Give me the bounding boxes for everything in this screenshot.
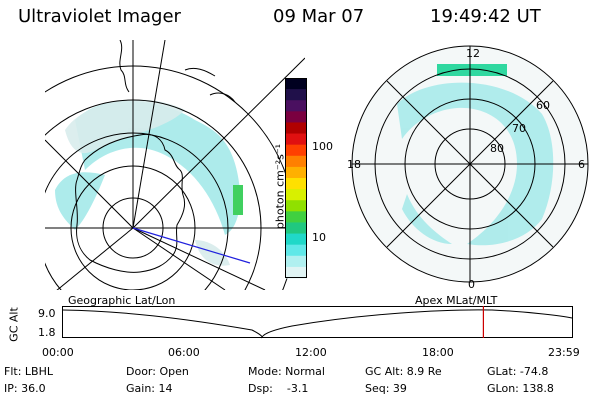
orbit-track <box>132 227 251 264</box>
colorbar-swatch <box>285 144 307 157</box>
aurora-speckle <box>65 99 230 266</box>
timeline-xtick-3: 18:00 <box>422 346 454 359</box>
altitude-timeline <box>62 306 573 339</box>
colorbar-swatch <box>285 122 307 135</box>
timeline-xtick-0: 00:00 <box>42 346 74 359</box>
colorbar <box>285 78 307 279</box>
colorbar-tick-10: 10 <box>312 231 326 244</box>
filter-info: Flt: LBHL <box>4 365 53 378</box>
coastline-detail <box>119 40 236 103</box>
polar-label-18: 18 <box>347 158 361 171</box>
time-label: 19:49:42 UT <box>430 6 541 27</box>
timeline-ytick-high: 9.0 <box>38 307 56 320</box>
colorbar-swatch <box>285 111 307 123</box>
mode-info: Mode: Normal <box>248 365 325 378</box>
coastline <box>75 133 186 273</box>
aurora-bright-patch <box>233 185 243 215</box>
colorbar-swatch <box>285 266 307 279</box>
ip-info: IP: 36.0 <box>4 382 46 395</box>
polar-ring-label-60: 60 <box>536 99 550 112</box>
colorbar-swatch <box>285 200 307 212</box>
colorbar-unit-label: photon cm⁻²s⁻¹ <box>273 143 287 230</box>
colorbar-swatch <box>285 133 307 146</box>
colorbar-swatch <box>285 89 307 101</box>
timeline-xtick-1: 06:00 <box>168 346 200 359</box>
dsp-info: Dsp: -3.1 <box>248 382 309 395</box>
polar-label-6: 6 <box>578 158 585 171</box>
colorbar-tick-100: 100 <box>312 140 333 153</box>
timeline-xtick-4: 23:59 <box>548 346 580 359</box>
colorbar-swatch <box>285 222 307 235</box>
glon-info: GLon: 138.8 <box>487 382 554 395</box>
colorbar-swatch <box>285 155 307 168</box>
timeline-ylabel: GC Alt <box>7 307 21 342</box>
colorbar-swatch <box>285 189 307 201</box>
polar-meridians <box>352 46 588 282</box>
door-info: Door: Open <box>126 365 189 378</box>
colorbar-swatch <box>285 100 307 112</box>
colorbar-swatch <box>285 78 307 90</box>
geographic-map <box>45 40 305 290</box>
gain-info: Gain: 14 <box>126 382 173 395</box>
instrument-title: Ultraviolet Imager <box>18 6 181 27</box>
timeline-left-title: Geographic Lat/Lon <box>68 294 176 307</box>
polar-label-12: 12 <box>466 47 480 60</box>
colorbar-swatch <box>285 166 307 179</box>
polar-label-0: 0 <box>468 278 475 291</box>
longitude-meridians <box>45 40 305 290</box>
colorbar-frame <box>285 78 307 278</box>
polar-ring-label-70: 70 <box>512 122 526 135</box>
colorbar-swatch <box>285 233 307 246</box>
polar-bright-patch <box>437 64 507 76</box>
colorbar-swatch <box>285 211 307 223</box>
colorbar-swatch <box>285 244 307 257</box>
polar-ring-label-80: 80 <box>490 142 504 155</box>
timeline-right-title: Apex MLat/MLT <box>415 294 498 307</box>
colorbar-swatch <box>285 255 307 268</box>
glat-info: GLat: -74.8 <box>487 365 549 378</box>
timeline-ytick-low: 1.8 <box>38 326 56 339</box>
date-label: 09 Mar 07 <box>273 6 365 27</box>
gc-alt-info: GC Alt: 8.9 Re <box>365 365 442 378</box>
polar-mlt-plot <box>351 45 589 283</box>
seq-info: Seq: 39 <box>365 382 407 395</box>
colorbar-swatch <box>285 178 307 190</box>
altitude-curve <box>62 309 573 339</box>
polar-aurora-emission <box>397 82 554 246</box>
timeline-xtick-2: 12:00 <box>295 346 327 359</box>
